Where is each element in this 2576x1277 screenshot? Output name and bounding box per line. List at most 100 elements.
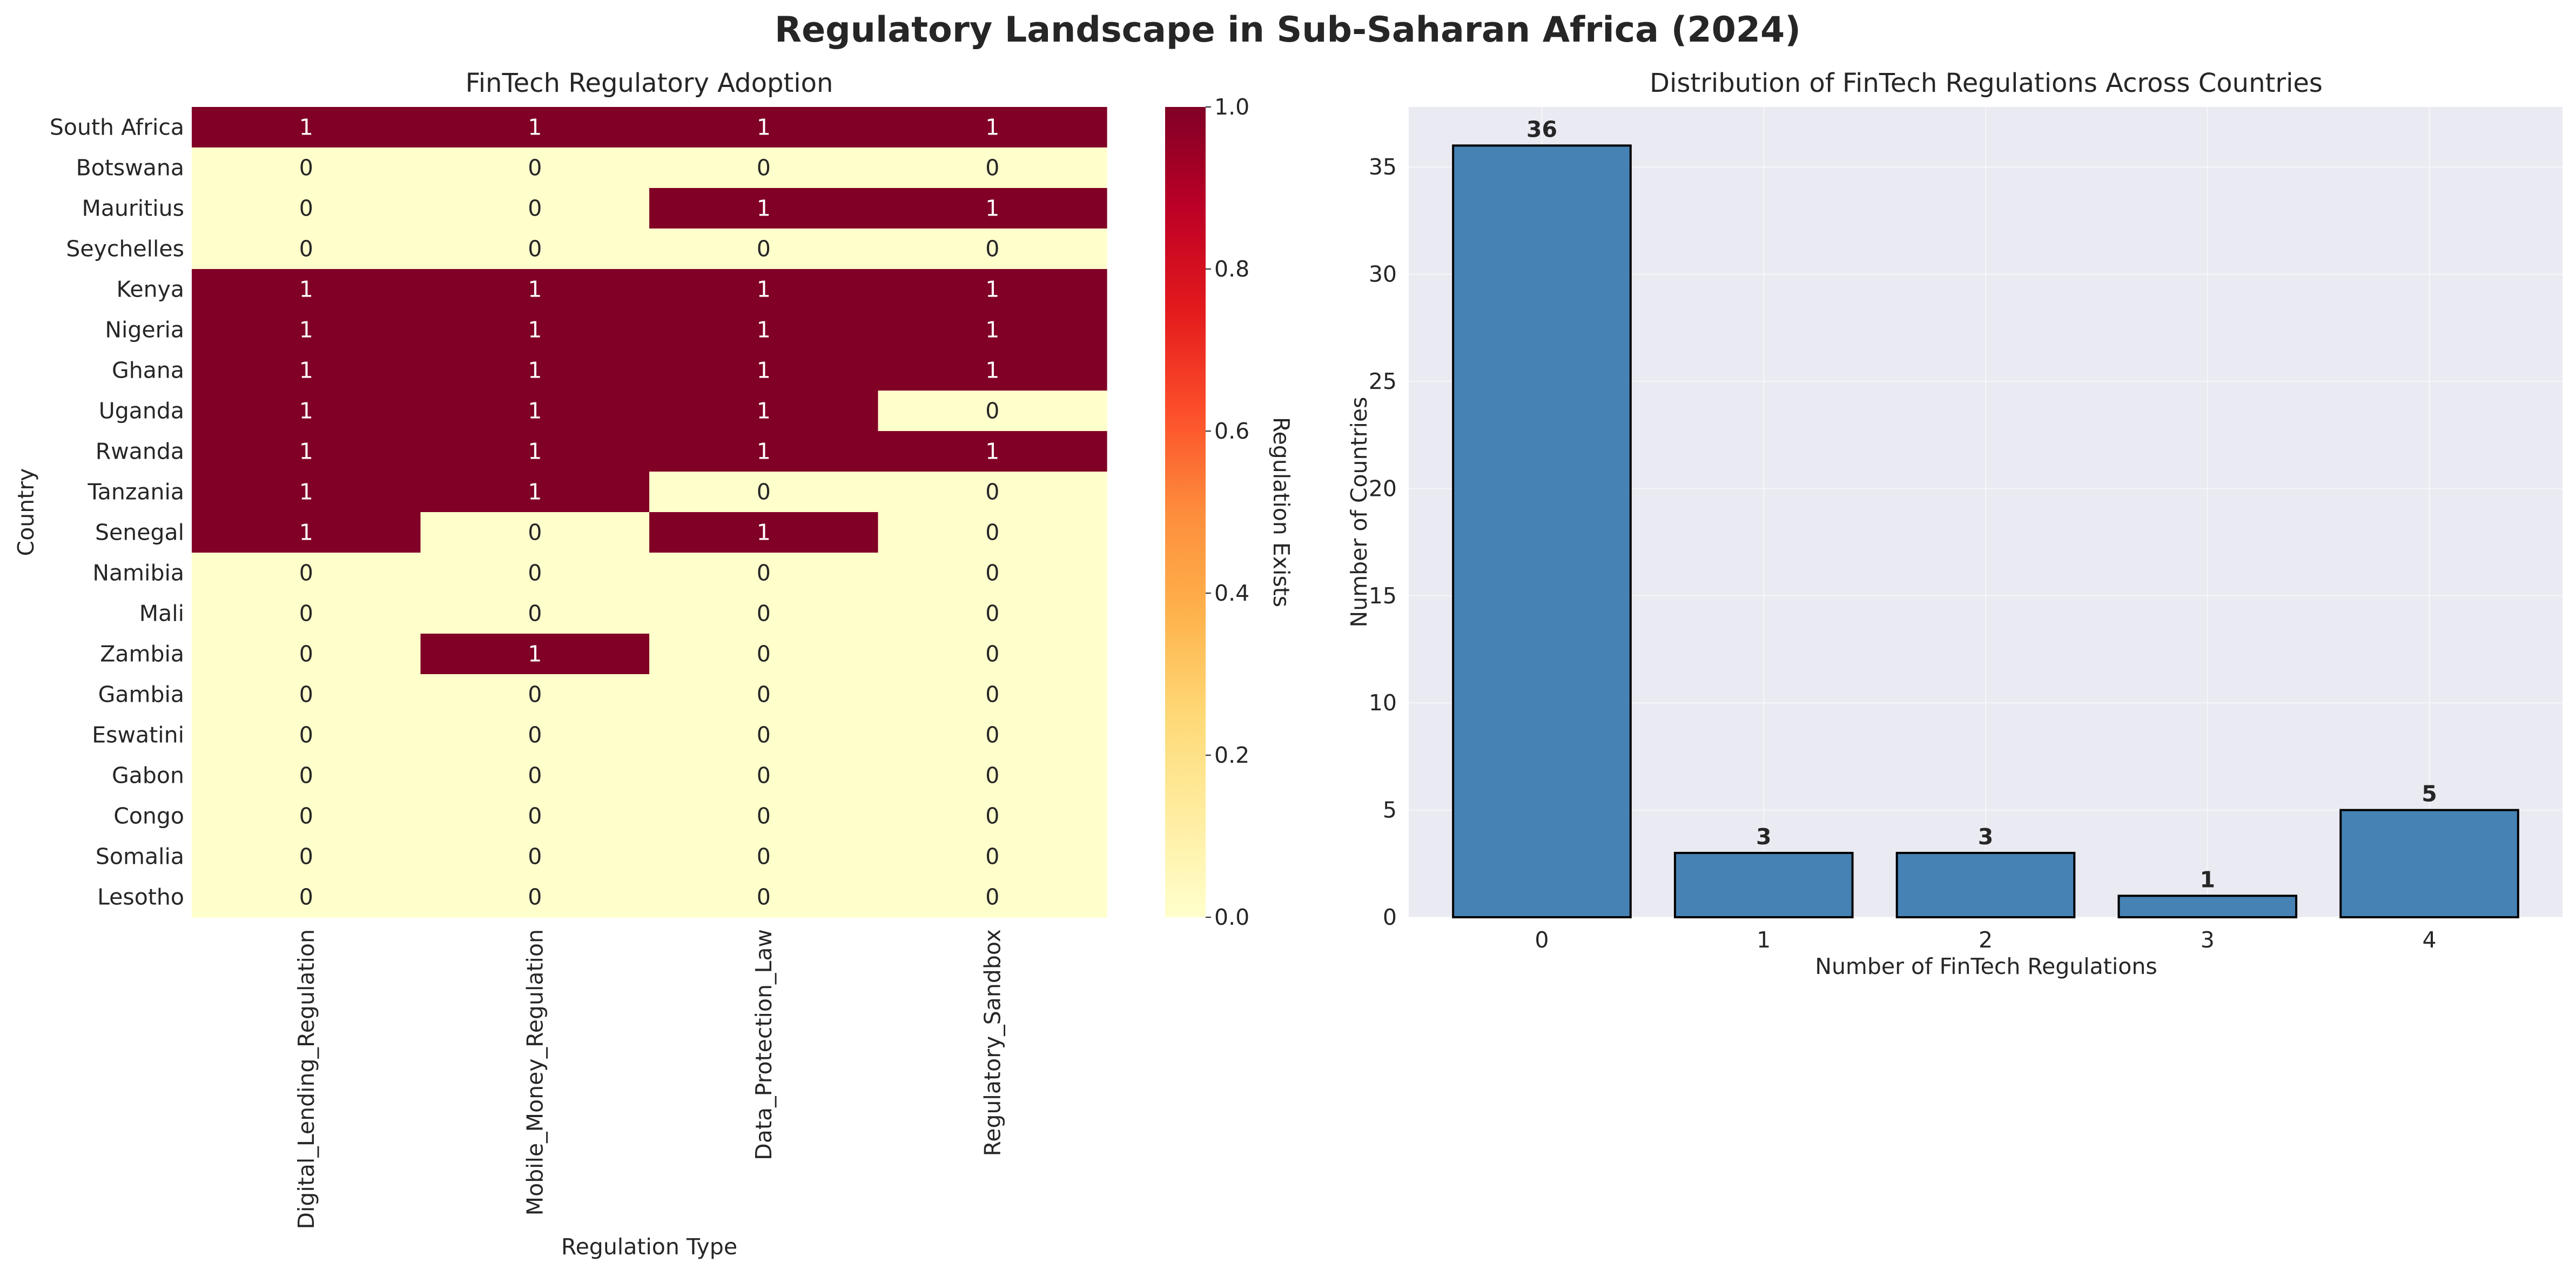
heatmap-cell-label: 1 bbox=[299, 398, 313, 424]
colorbar-tick-label: 0.6 bbox=[1214, 418, 1249, 444]
y-tick-label: 10 bbox=[1369, 690, 1397, 716]
heatmap-row-label: Mauritius bbox=[82, 196, 184, 221]
heatmap-y-axis-label: Country bbox=[13, 468, 39, 556]
heatmap-row-label: Congo bbox=[113, 803, 184, 829]
heatmap-cell bbox=[192, 310, 421, 351]
heatmap-cell bbox=[649, 512, 879, 553]
y-tick-label: 25 bbox=[1369, 368, 1397, 394]
heatmap-cell-label: 0 bbox=[299, 641, 313, 667]
heatmap-row-label: Kenya bbox=[117, 277, 184, 303]
heatmap-cell bbox=[192, 350, 421, 391]
heatmap-cell bbox=[649, 674, 879, 715]
heatmap-cell-label: 0 bbox=[299, 722, 313, 748]
bar bbox=[2339, 809, 2519, 918]
x-tick-label: 0 bbox=[1535, 927, 1549, 953]
heatmap-cell-label: 0 bbox=[299, 560, 313, 586]
colorbar-tick-label: 0.2 bbox=[1214, 742, 1249, 768]
y-tick-label: 35 bbox=[1369, 154, 1397, 180]
bars bbox=[1452, 144, 2519, 919]
heatmap-cell-label: 0 bbox=[528, 196, 542, 221]
y-tick-label: 20 bbox=[1369, 475, 1397, 501]
bar bbox=[2117, 895, 2298, 919]
heatmap-cell bbox=[420, 188, 650, 229]
heatmap-cell bbox=[192, 593, 421, 634]
heatmap-cell bbox=[192, 228, 421, 270]
heatmap-row-label: Zambia bbox=[100, 641, 184, 667]
heatmap-cell bbox=[420, 310, 650, 351]
heatmap-cell bbox=[192, 755, 421, 796]
heatmap-cell-label: 1 bbox=[985, 277, 999, 303]
heatmap-cell-label: 1 bbox=[757, 196, 771, 221]
heatmap-row-label: Lesotho bbox=[97, 884, 184, 910]
bar-x-ticks: 0 1 2 3 4 bbox=[1535, 927, 2436, 953]
heatmap-row-labels: South Africa Botswana Mauritius Seychelles K… bbox=[50, 115, 184, 910]
y-tick-label: 30 bbox=[1369, 261, 1397, 287]
heatmap-cell-label: 1 bbox=[985, 196, 999, 221]
figure-title: Regulatory Landscape in Sub-Saharan Afri… bbox=[775, 10, 1801, 50]
heatmap-cell bbox=[878, 553, 1107, 594]
heatmap-cell-label: 0 bbox=[757, 560, 771, 586]
heatmap-title: FinTech Regulatory Adoption bbox=[466, 68, 833, 98]
heatmap-row-label: Eswatini bbox=[92, 722, 184, 748]
heatmap-cell bbox=[878, 147, 1107, 189]
heatmap-cell-label: 1 bbox=[757, 398, 771, 424]
heatmap-cell bbox=[192, 796, 421, 837]
heatmap-row-label: Seychelles bbox=[66, 236, 184, 262]
heatmap-cell-label: 0 bbox=[985, 520, 999, 546]
heatmap-cell-label: 1 bbox=[985, 358, 999, 384]
heatmap-cell-label: 0 bbox=[528, 520, 542, 546]
heatmap-cell-label: 0 bbox=[985, 803, 999, 829]
heatmap-cell-label: 0 bbox=[299, 884, 313, 910]
colorbar-tick-label: 0.8 bbox=[1214, 256, 1249, 282]
bar-value-labels: 36 3 3 1 5 bbox=[1526, 116, 2437, 892]
heatmap-cell-label: 0 bbox=[985, 641, 999, 667]
heatmap-cell bbox=[878, 472, 1107, 513]
heatmap-cell-label: 0 bbox=[528, 155, 542, 181]
heatmap-cell bbox=[878, 674, 1107, 715]
heatmap-cell bbox=[192, 674, 421, 715]
heatmap-cell-label: 0 bbox=[299, 844, 313, 870]
y-tick-label: 15 bbox=[1369, 583, 1397, 609]
x-tick-label: 4 bbox=[2422, 927, 2436, 953]
heatmap-cell bbox=[420, 147, 650, 189]
colorbar: 0.0 0.2 0.4 0.6 0.8 1.0 Regulation Exists bbox=[1165, 94, 1294, 930]
bar-value-label: 1 bbox=[2200, 866, 2216, 892]
heatmap-cell bbox=[420, 674, 650, 715]
heatmap-cells bbox=[192, 107, 1107, 918]
heatmap-cell bbox=[420, 431, 650, 472]
heatmap-cell-label: 0 bbox=[528, 560, 542, 586]
heatmap-cell bbox=[878, 188, 1107, 229]
heatmap-cell bbox=[649, 715, 879, 756]
heatmap-cell bbox=[878, 228, 1107, 270]
heatmap-cell bbox=[420, 107, 650, 148]
heatmap-cell-label: 0 bbox=[299, 155, 313, 181]
heatmap-cell-label: 0 bbox=[528, 601, 542, 627]
heatmap-cell-label: 1 bbox=[528, 358, 542, 384]
heatmap-cell bbox=[192, 553, 421, 594]
y-tick-label: 0 bbox=[1383, 904, 1397, 930]
heatmap-cell bbox=[420, 391, 650, 432]
heatmap-cell bbox=[878, 593, 1107, 634]
heatmap-cell bbox=[192, 715, 421, 756]
heatmap-cell-label: 0 bbox=[757, 682, 771, 708]
heatmap-cell-label: 1 bbox=[299, 358, 313, 384]
heatmap-cell-label: 0 bbox=[985, 398, 999, 424]
heatmap-cell-label: 0 bbox=[985, 763, 999, 789]
heatmap-panel: FinTech Regulatory Adoption 1 1 1 1 0 0 0 0 0 0 1 1… bbox=[13, 68, 1107, 1260]
heatmap-row-label: Rwanda bbox=[96, 439, 184, 465]
heatmap-cell bbox=[649, 634, 879, 675]
heatmap-cell-label: 0 bbox=[985, 155, 999, 181]
heatmap-cell-label: 0 bbox=[757, 601, 771, 627]
heatmap-cell-label: 1 bbox=[299, 115, 313, 140]
heatmap-cell-label: 1 bbox=[528, 317, 542, 343]
heatmap-cell bbox=[649, 553, 879, 594]
heatmap-row-label: Uganda bbox=[99, 398, 184, 424]
heatmap-cell-label: 0 bbox=[299, 196, 313, 221]
heatmap-cell bbox=[649, 269, 879, 310]
x-tick-label: 3 bbox=[2201, 927, 2215, 953]
heatmap-cell bbox=[420, 877, 650, 918]
heatmap-cell-label: 1 bbox=[528, 641, 542, 667]
heatmap-cell-label: 0 bbox=[299, 601, 313, 627]
heatmap-cell bbox=[649, 796, 879, 837]
